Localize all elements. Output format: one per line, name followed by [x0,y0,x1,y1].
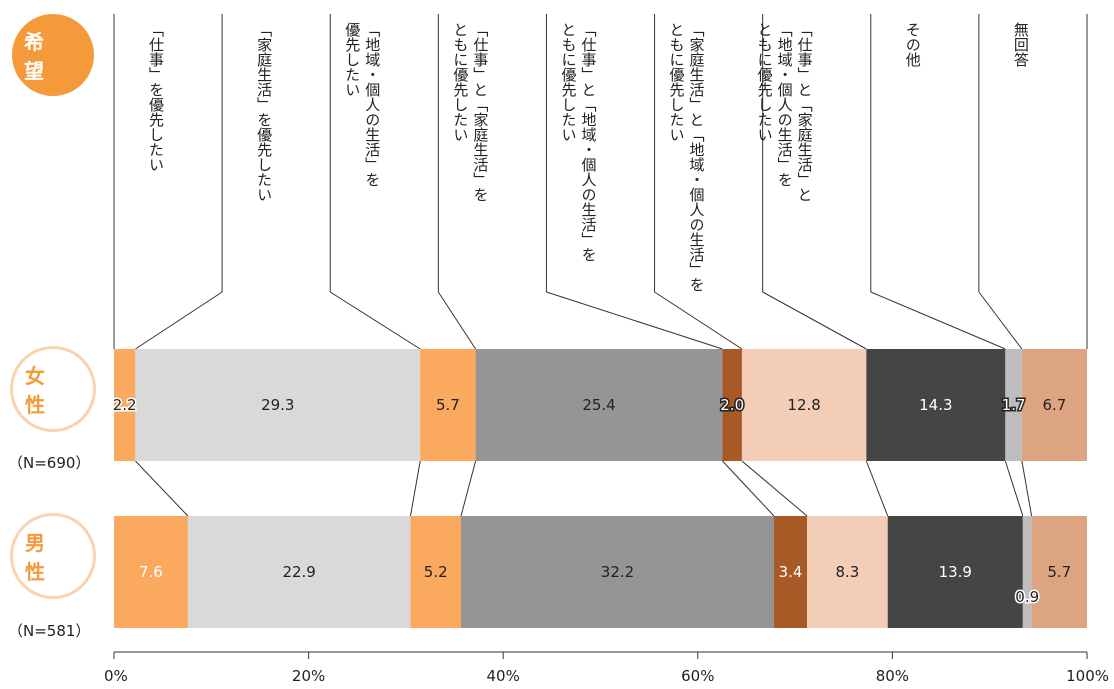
bar-segment [187,516,411,628]
category-connector [870,291,1006,350]
category-label: 「仕事」と「家庭生活」と [796,22,814,202]
category-connector [978,291,1023,350]
bar-segment [135,349,421,461]
bar-segment [114,516,188,628]
segment-connector [135,460,189,517]
category-connector [135,291,223,350]
male-badge-label: 男 性 [25,531,89,584]
bar-segment [475,349,723,461]
bar-value-label: 5.2 [424,563,448,581]
category-label: 「地域・個人の生活」を [363,22,381,187]
bar-segment [1031,516,1087,628]
x-tick-label: 0% [104,667,128,685]
category-label: 無回答 [1012,22,1030,67]
bar-segment [461,516,775,628]
bar-segment [887,516,1023,628]
bar-value-label: 12.8 [787,396,820,414]
category-label: 優先したい [343,22,361,97]
category-label: 「仕事」と「家庭生活」を [471,22,489,202]
bar-value-label: 3.4 [779,563,803,581]
category-label: ともに優先したい [668,22,686,142]
x-tick-label: 100% [1066,667,1109,685]
bar-segment [1022,516,1032,628]
category-label: 「仕事」を優先したい [147,22,165,172]
bar-segment [114,349,136,461]
category-label: ともに優先したい [559,22,577,142]
female-badge: 女 性 [10,346,96,432]
bar-value-label: 14.3 [919,396,952,414]
segment-connector [722,460,775,517]
bar-value-label: 8.3 [835,563,859,581]
bar-value-label: 29.3 [261,396,294,414]
male-sample-size: （N=581） [8,622,91,640]
bar-segment [866,349,1006,461]
bar-segment [741,349,867,461]
category-label: その他 [904,22,922,68]
category-label: ともに優先したい [756,22,774,142]
segment-connector [409,460,421,517]
x-tick-label: 60% [681,667,714,685]
category-label: ともに優先したい [451,22,469,142]
bar-value-label: 6.7 [1043,396,1067,414]
category-connector [329,291,421,350]
bar-value-label: 5.7 [1047,563,1071,581]
female-sample-size: （N=690） [8,454,91,472]
category-connector [762,291,867,350]
bar-segment [807,516,888,628]
x-tick-label: 80% [876,667,909,685]
category-label: 「仕事」と「地域・個人の生活」を [579,22,597,262]
bar-segment [410,516,462,628]
category-label: 「家庭生活」を優先したい [255,22,273,202]
bar-value-label: 5.7 [436,396,460,414]
bar-value-label: 2.0 [720,396,744,414]
bar-value-label: 1.7 [1002,396,1026,414]
bar-value-label: 7.6 [139,563,163,581]
bar-segment [1021,349,1087,461]
category-label: 「家庭生活」と「地域・個人の生活」を [688,22,706,292]
category-label: 「地域・個人の生活」を [776,22,794,187]
bar-segment [774,516,808,628]
hope-badge-label: 希 望 [24,30,88,83]
category-connector [654,291,743,350]
bar-value-label: 0.9 [1015,588,1039,606]
male-badge: 男 性 [10,513,96,599]
segment-connector [865,460,889,517]
bar-segment [722,349,742,461]
segment-connector [1021,460,1033,517]
bar-value-label: 22.9 [282,563,315,581]
bar-value-label: 13.9 [939,563,972,581]
bar-value-label: 32.2 [601,563,634,581]
bar-segment [1005,349,1022,461]
bar-segment [420,349,476,461]
segment-connector [460,460,477,517]
x-tick-label: 40% [487,667,520,685]
x-tick-label: 20% [292,667,325,685]
category-connector [546,291,723,350]
bar-value-label: 25.4 [582,396,615,414]
segment-connector [741,460,808,517]
category-connector [437,291,477,350]
female-badge-label: 女 性 [25,364,89,417]
hope-badge: 希 望 [12,14,94,96]
bar-value-label: 2.2 [113,396,137,414]
segment-connector [1004,460,1024,517]
